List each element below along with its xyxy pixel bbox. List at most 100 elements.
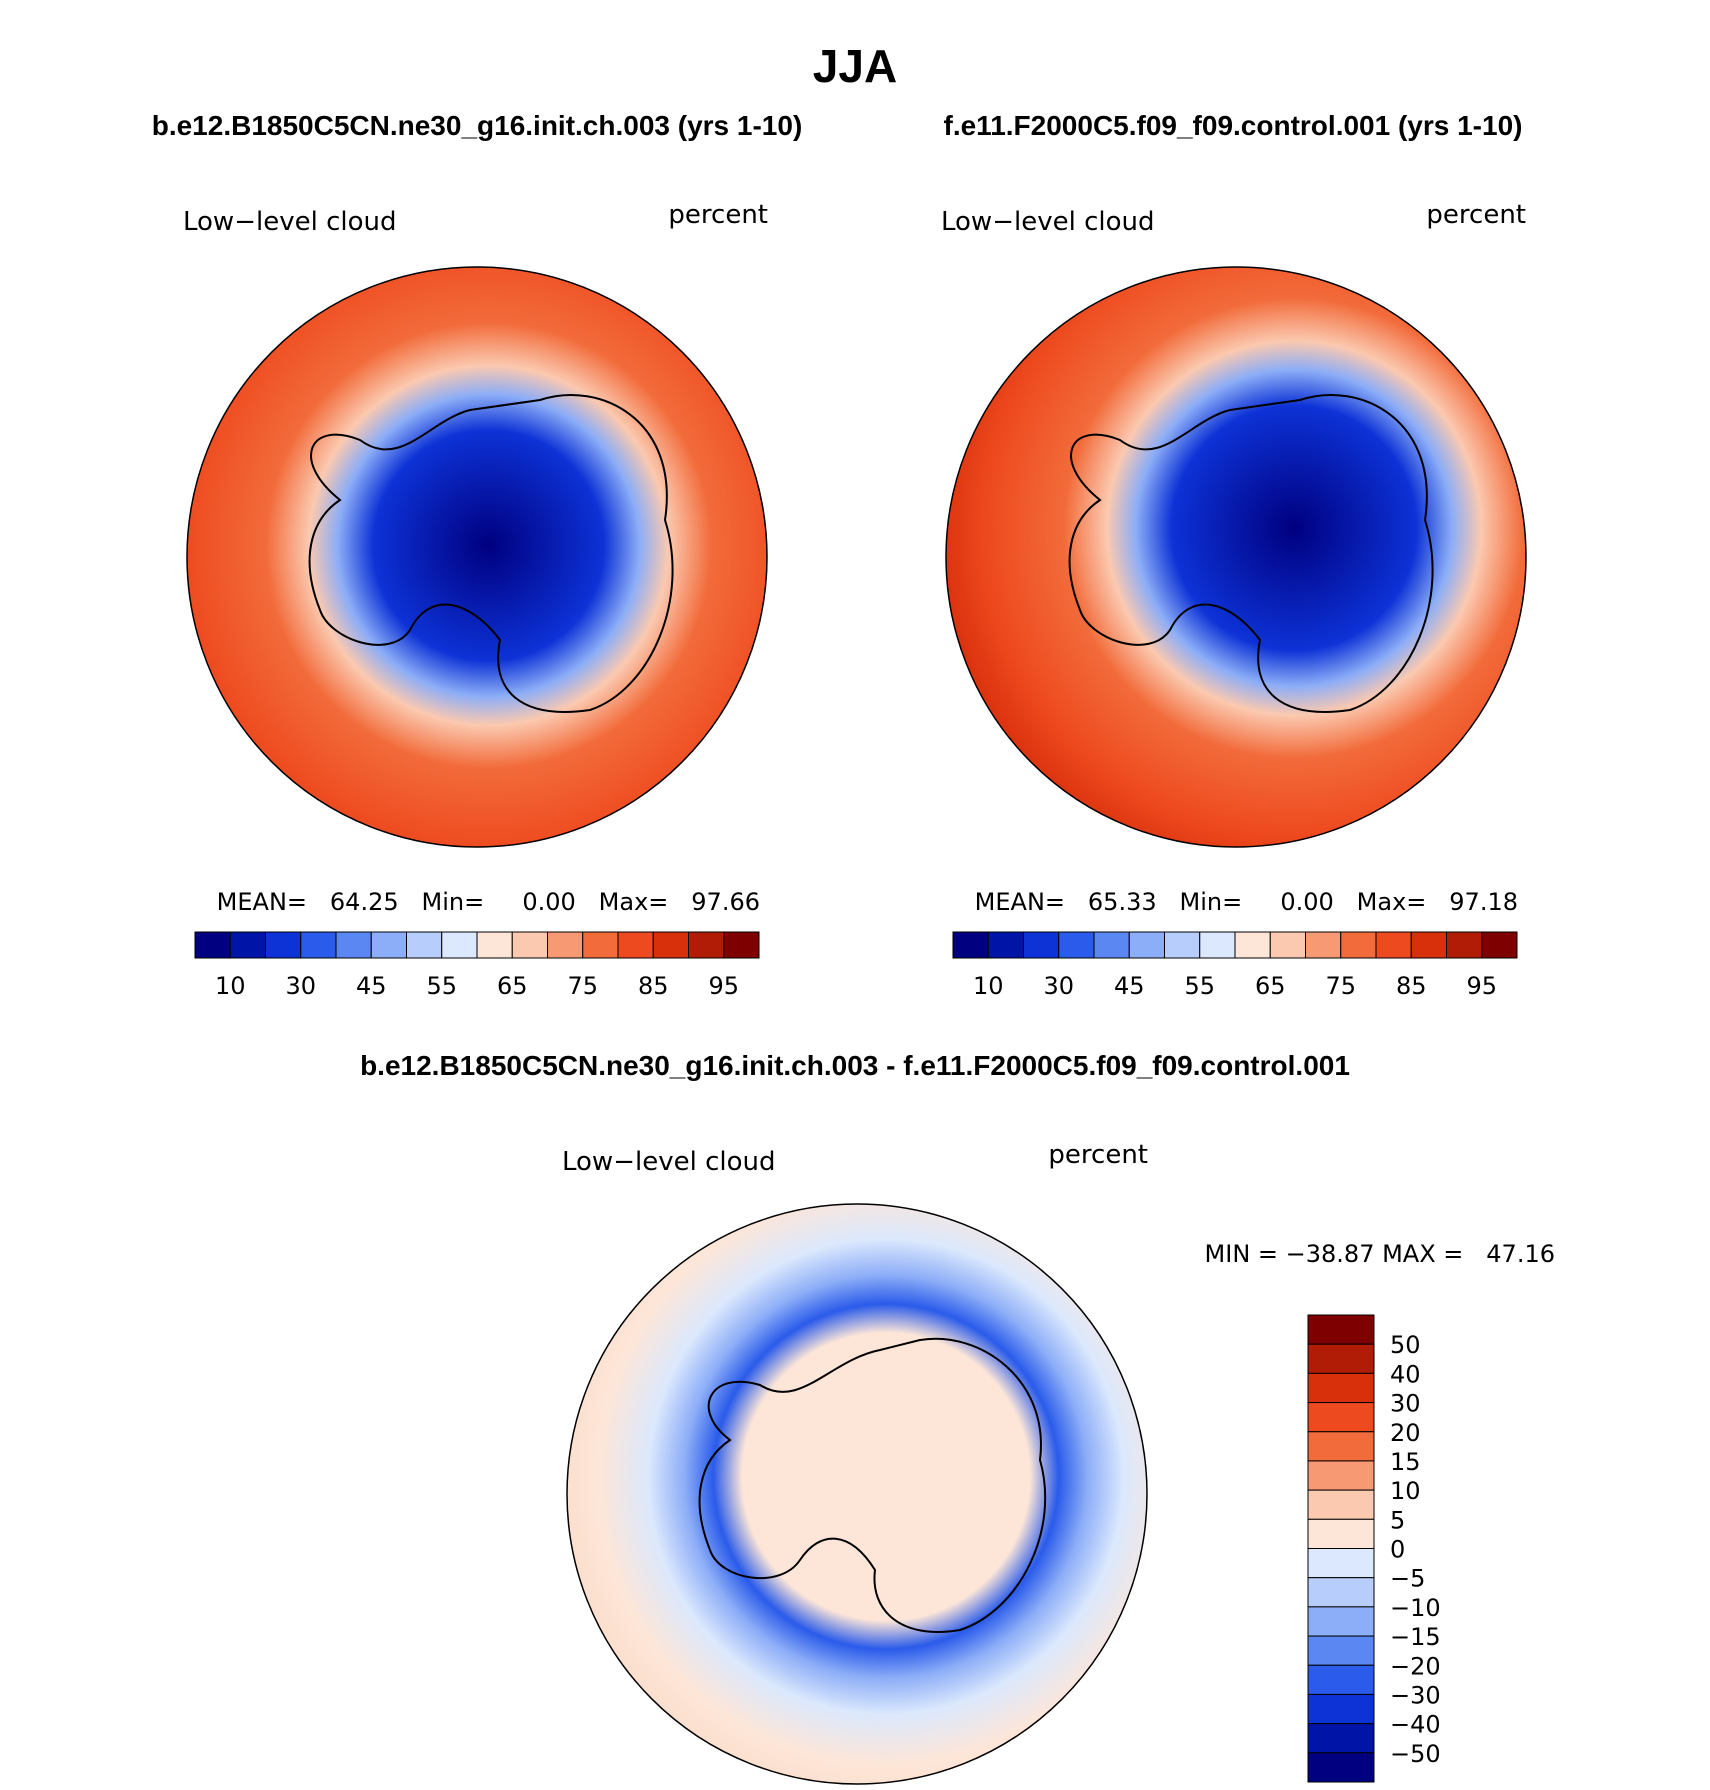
difference-map-border [566, 1203, 1148, 1785]
panel-2-colorbar-box [1305, 931, 1342, 959]
panel-1-variable-label: Low−level cloud [183, 207, 396, 237]
panel-2-colorbar-label: 30 [1043, 972, 1074, 1000]
panel-1-colorbar-box [194, 931, 231, 959]
difference-colorbar-box [1307, 1723, 1375, 1754]
panel-1-colorbar-box [229, 931, 266, 959]
panel-2-colorbar-label: 55 [1184, 972, 1215, 1000]
panel-1-colorbar-box [688, 931, 725, 959]
panel-2-colorbar-label: 95 [1466, 972, 1497, 1000]
panel-2-colorbar-box [1446, 931, 1483, 959]
difference-polar-map [567, 1204, 1147, 1784]
panel-1-colorbar-box [265, 931, 302, 959]
difference-case-title: b.e12.B1850C5CN.ne30_g16.init.ch.003 - f… [360, 1050, 1350, 1081]
panel-2-colorbar-box [1269, 931, 1306, 959]
difference-colorbar-box [1307, 1693, 1375, 1725]
difference-colorbar-label: 20 [1390, 1419, 1421, 1447]
panel-1-colorbar-box [441, 931, 478, 959]
difference-colorbar-box [1307, 1635, 1375, 1666]
panel-2-colorbar-box [1410, 931, 1447, 959]
difference-colorbar-label: −20 [1390, 1652, 1441, 1680]
difference-colorbar-label: −30 [1390, 1681, 1441, 1709]
difference-colorbar-label: −15 [1390, 1623, 1441, 1651]
panel-2-colorbar-box [1128, 931, 1165, 959]
panel-1-colorbar-box [335, 931, 372, 959]
panel-1-colorbar-label: 30 [285, 972, 316, 1000]
difference-colorbar-label: 30 [1390, 1390, 1421, 1418]
panel-2-case-title: f.e11.F2000C5.f09_f09.control.001 (yrs 1… [944, 110, 1523, 141]
difference-colorbar-box [1307, 1343, 1375, 1374]
difference-colorbar-box [1307, 1460, 1375, 1491]
panel-1-colorbar-label: 75 [567, 972, 598, 1000]
difference-colorbar-label: −10 [1390, 1594, 1441, 1622]
difference-colorbar-label: 50 [1390, 1331, 1421, 1359]
panel-2-units-label: percent [1426, 200, 1526, 230]
difference-colorbar-box [1307, 1664, 1375, 1695]
panel-1-colorbar-label: 65 [497, 972, 528, 1000]
difference-colorbar-box [1307, 1402, 1375, 1433]
panel-1-colorbar-box [617, 931, 654, 959]
difference-variable-label: Low−level cloud [562, 1147, 775, 1177]
panel-2: Low−level cloud percent MEAN= 65.33 Min=… [941, 200, 1527, 1000]
panel-1-colorbar-label: 45 [356, 972, 387, 1000]
difference-colorbar-label: 40 [1390, 1360, 1421, 1388]
panel-2-colorbar-label: 10 [973, 972, 1004, 1000]
panel-2-colorbar-box [1023, 931, 1060, 959]
difference-colorbar-box [1307, 1314, 1375, 1345]
difference-colorbar-box [1307, 1548, 1375, 1579]
panel-1-colorbar: 10 30 45 55 65 75 85 95 [194, 931, 760, 1000]
difference-colorbar-label: 15 [1390, 1448, 1421, 1476]
panel-1-colorbar-box [547, 931, 584, 959]
difference-colorbar-box [1307, 1489, 1375, 1520]
panel-2-polar-map [946, 267, 1526, 847]
panel-1-colorbar-box [723, 931, 760, 959]
difference-colorbar-box [1307, 1431, 1375, 1462]
panel-2-stats: MEAN= 65.33 Min= 0.00 Max= 97.18 [975, 888, 1518, 916]
panel-1-case-title: b.e12.B1850C5CN.ne30_g16.init.ch.003 (yr… [152, 110, 803, 141]
panel-2-colorbar-label: 75 [1325, 972, 1356, 1000]
difference-colorbar-label: −50 [1390, 1740, 1441, 1768]
panel-1-stats: MEAN= 64.25 Min= 0.00 Max= 97.66 [217, 888, 760, 916]
difference-colorbar-box [1307, 1752, 1375, 1783]
difference-colorbar-box [1307, 1518, 1375, 1549]
difference-colorbar-label: 10 [1390, 1477, 1421, 1505]
difference-colorbar-label: −40 [1390, 1711, 1441, 1739]
difference-antarctica-coastline [698, 1337, 1047, 1633]
panel-2-colorbar-box [1375, 931, 1412, 959]
panel-2-colorbar-label: 45 [1114, 972, 1145, 1000]
panel-1-polar-map [187, 267, 767, 847]
panel-1-colorbar-label: 55 [426, 972, 457, 1000]
panel-1-colorbar-label: 85 [638, 972, 669, 1000]
difference-units-label: percent [1048, 1140, 1148, 1170]
panel-2-colorbar-label: 65 [1255, 972, 1286, 1000]
difference-colorbar-label: 5 [1390, 1506, 1405, 1534]
panel-2-colorbar-box [1093, 931, 1130, 959]
panel-1-antarctica-coastline [308, 394, 674, 713]
difference-stats: MIN = −38.87 MAX = 47.16 [1205, 1240, 1555, 1268]
panel-2-colorbar-box [1199, 931, 1236, 959]
panel-2-map-border [945, 266, 1527, 848]
panel-1-colorbar-label: 95 [708, 972, 739, 1000]
panel-2-antarctica-coastline [1068, 394, 1434, 713]
panel-1: Low−level cloud percent MEAN= 64.25 Min=… [183, 200, 768, 1000]
panel-1-map-border [186, 266, 768, 848]
panel-1-colorbar-box [582, 931, 619, 959]
panel-2-colorbar-box [1481, 931, 1518, 959]
panel-2-colorbar: 10 30 45 55 65 75 85 95 [952, 931, 1518, 1000]
panel-1-colorbar-box [406, 931, 443, 959]
panel-1-colorbar-box [652, 931, 689, 959]
difference-colorbar-box [1307, 1606, 1375, 1637]
panel-2-colorbar-box [1234, 931, 1271, 959]
panel-1-colorbar-label: 10 [215, 972, 246, 1000]
panel-2-colorbar-label: 85 [1396, 972, 1427, 1000]
difference-colorbar-label: 0 [1390, 1536, 1405, 1564]
panel-2-colorbar-box [952, 931, 989, 959]
panel-1-colorbar-box [300, 931, 337, 959]
difference-panel: b.e12.B1850C5CN.ne30_g16.init.ch.003 - f… [360, 1050, 1555, 1785]
panel-1-units-label: percent [668, 200, 768, 230]
difference-colorbar-box [1307, 1372, 1375, 1404]
panel-2-variable-label: Low−level cloud [941, 207, 1154, 237]
panel-1-colorbar-box [511, 931, 548, 959]
panel-1-colorbar-box [476, 931, 513, 959]
